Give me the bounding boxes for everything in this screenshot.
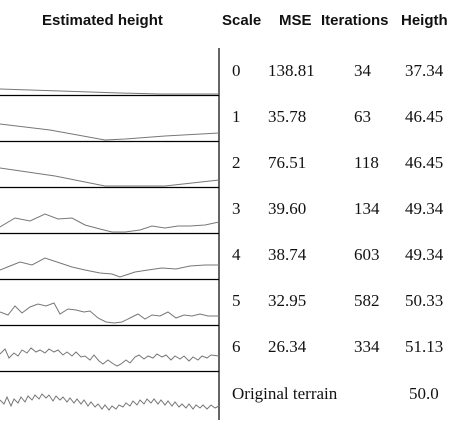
row-2-scale: 2 — [232, 153, 241, 172]
profile-scale-6 — [0, 347, 220, 367]
iterations-header: Iterations — [321, 12, 389, 29]
profile-scale-3 — [0, 213, 220, 233]
estimated-height-header: Estimated height — [42, 12, 163, 29]
height-header: Heigth — [401, 12, 448, 29]
profile-scale-4 — [0, 257, 219, 278]
row-3-scale: 3 — [232, 199, 241, 218]
profile-scale-1 — [0, 123, 220, 141]
row-6-mse: 26.34 — [268, 337, 307, 356]
profile-scale-0 — [0, 88, 219, 95]
row-2-mse: 76.51 — [268, 153, 307, 172]
row-1-mse: 35.78 — [268, 107, 307, 126]
row-1-iterations: 63 — [354, 107, 371, 126]
row-5-height: 50.33 — [405, 291, 444, 310]
row-0-height: 37.34 — [405, 61, 444, 80]
row-5-scale: 5 — [232, 291, 241, 310]
row-3-iterations: 134 — [354, 199, 380, 218]
row-2-iterations: 118 — [354, 153, 379, 172]
row-4-iterations: 603 — [354, 245, 380, 264]
scale-header: Scale — [222, 12, 262, 29]
row-6-height: 51.13 — [405, 337, 444, 356]
row-0-mse: 138.81 — [268, 61, 315, 80]
row-6-iterations: 334 — [354, 337, 380, 356]
row-1-height: 46.45 — [405, 107, 444, 126]
profile-scale-2 — [0, 167, 220, 187]
row-5-mse: 32.95 — [268, 291, 307, 310]
row-3-height: 49.34 — [405, 199, 444, 218]
row-4-height: 49.34 — [405, 245, 444, 264]
row-2-height: 46.45 — [405, 153, 444, 172]
mse-header: MSE — [279, 12, 312, 29]
original-terrain-label: Original terrain — [232, 384, 338, 403]
profile-original-terrain — [0, 393, 220, 411]
row-0-iterations: 34 — [354, 61, 371, 80]
row-5-iterations: 582 — [354, 291, 380, 310]
row-0-scale: 0 — [232, 61, 241, 80]
profile-scale-5 — [0, 302, 219, 324]
row-4-mse: 38.74 — [268, 245, 307, 264]
original-terrain-height: 50.0 — [409, 384, 439, 403]
row-3-mse: 39.60 — [268, 199, 307, 218]
row-6-scale: 6 — [232, 337, 241, 356]
row-4-scale: 4 — [232, 245, 241, 264]
row-1-scale: 1 — [232, 107, 241, 126]
